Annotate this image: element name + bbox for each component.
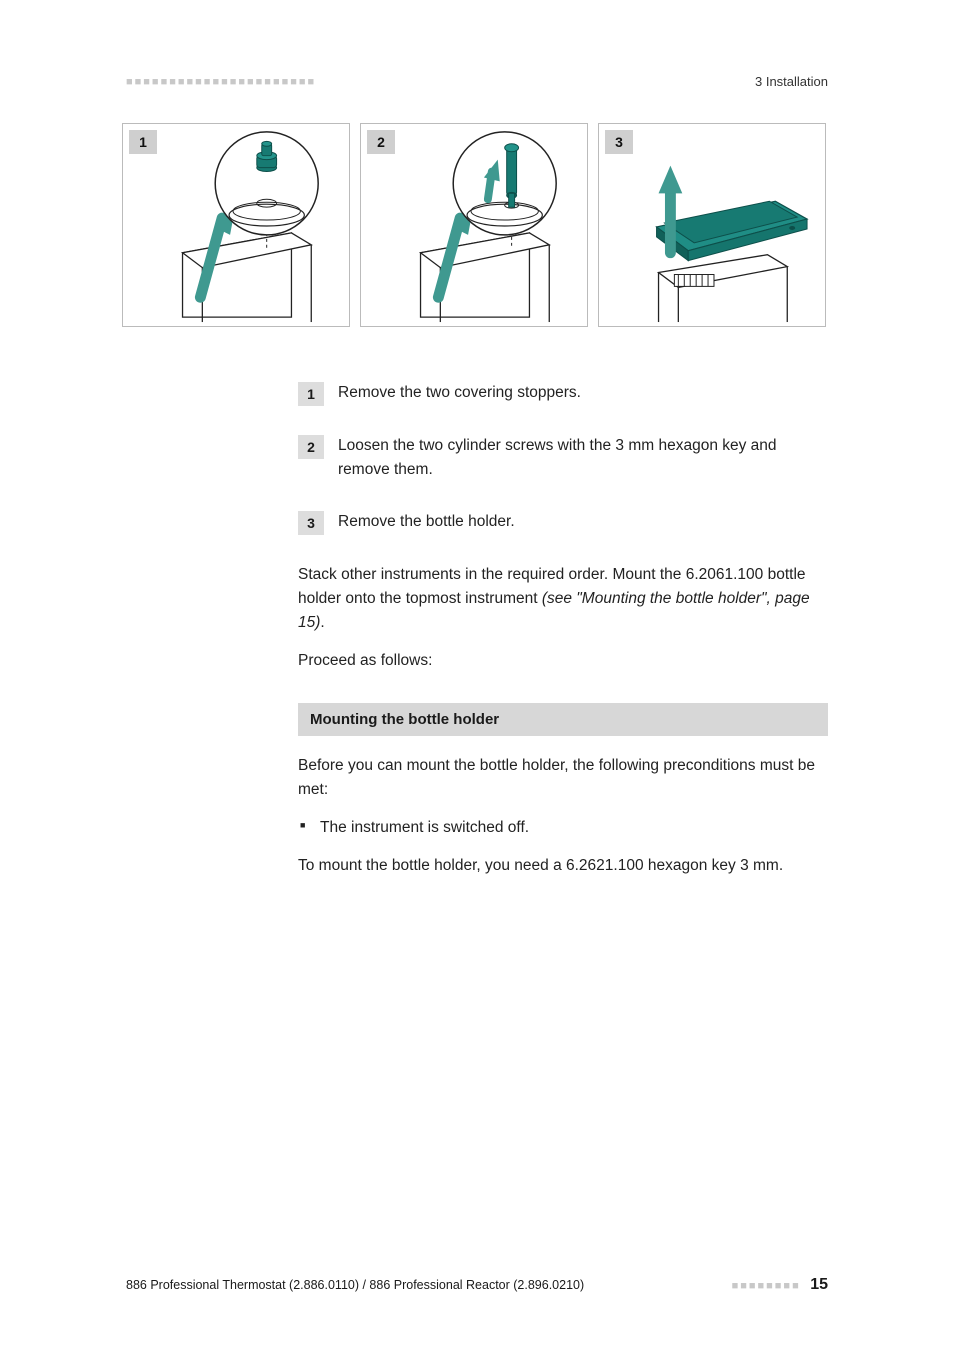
stack-text-c: .	[320, 614, 324, 631]
precondition-item: The instrument is switched off.	[298, 816, 828, 840]
precondition-text: Before you can mount the bottle holder, …	[298, 754, 828, 802]
subheading-mounting: Mounting the bottle holder	[298, 703, 828, 736]
page-footer: 886 Professional Thermostat (2.886.0110)…	[126, 1276, 828, 1294]
figure-panel-2: 2	[360, 123, 588, 327]
figure-panel-3: 3	[598, 123, 826, 327]
step-text: Remove the bottle holder.	[338, 510, 515, 535]
header-ornament: ■■■■■■■■■■■■■■■■■■■■■■	[126, 76, 316, 88]
page: ■■■■■■■■■■■■■■■■■■■■■■ 3 Installation 1	[0, 0, 954, 1350]
footer-ornament: ■■■■■■■■	[732, 1280, 801, 1292]
step-item: 2 Loosen the two cylinder screws with th…	[298, 434, 828, 482]
step-number: 3	[298, 511, 324, 535]
step-number: 2	[298, 435, 324, 459]
figure-number: 3	[605, 130, 633, 154]
body-paragraphs: Stack other instruments in the required …	[298, 563, 828, 673]
stack-paragraph: Stack other instruments in the required …	[298, 563, 828, 635]
figure-panel-1: 1	[122, 123, 350, 327]
step-item: 1 Remove the two covering stoppers.	[298, 381, 828, 406]
figure-3-svg	[599, 124, 825, 326]
precondition-list: The instrument is switched off.	[298, 816, 828, 840]
footer-right: ■■■■■■■■ 15	[732, 1276, 828, 1294]
figure-1-svg	[123, 124, 349, 326]
figure-number: 2	[367, 130, 395, 154]
footer-page-number: 15	[810, 1276, 828, 1293]
figures-row: 1	[122, 123, 828, 327]
step-text: Loosen the two cylinder screws with the …	[338, 434, 828, 482]
footer-doc: 886 Professional Thermostat (2.886.0110)…	[126, 1278, 584, 1292]
proceed-text: Proceed as follows:	[298, 649, 828, 673]
page-header: ■■■■■■■■■■■■■■■■■■■■■■ 3 Installation	[126, 74, 828, 89]
mount-section: Before you can mount the bottle holder, …	[298, 754, 828, 878]
figure-number: 1	[129, 130, 157, 154]
step-number: 1	[298, 382, 324, 406]
figure-2-svg	[361, 124, 587, 326]
header-section: 3 Installation	[755, 74, 828, 89]
step-text: Remove the two covering stoppers.	[338, 381, 581, 406]
need-text: To mount the bottle holder, you need a 6…	[298, 854, 828, 878]
step-item: 3 Remove the bottle holder.	[298, 510, 828, 535]
steps-list: 1 Remove the two covering stoppers. 2 Lo…	[298, 381, 828, 535]
